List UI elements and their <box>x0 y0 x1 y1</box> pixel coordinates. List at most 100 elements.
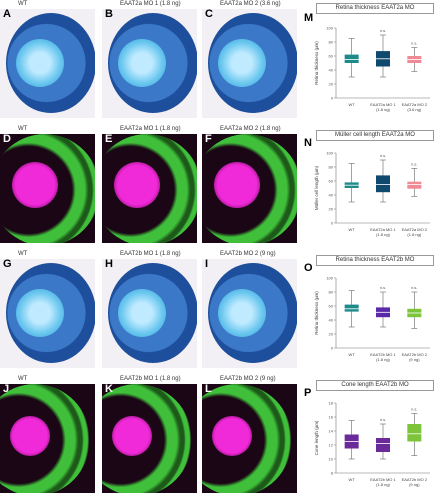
y-tick-label: 14 <box>329 429 334 434</box>
micrograph-image <box>102 9 197 118</box>
significance-label: n.s. <box>411 41 417 46</box>
y-tick-label: 40 <box>329 193 334 198</box>
significance-label: n.s. <box>380 285 386 290</box>
panel-letter: M <box>304 12 314 24</box>
x-tick-label: WT <box>349 352 356 357</box>
panel-letter: F <box>205 133 212 145</box>
y-tick-label: 0 <box>331 221 334 226</box>
y-axis-label: Retina thickness (µm) <box>314 41 319 85</box>
panel-letter: B <box>105 8 113 20</box>
y-axis-label: Retina thickness (µm) <box>314 291 319 335</box>
y-tick-label: 80 <box>329 165 334 170</box>
y-tick-label: 60 <box>329 304 334 309</box>
x-tick-label: EAAT2b MO 1 (1.8 ng) <box>370 352 396 362</box>
lens <box>118 39 166 87</box>
significance-label: n.s. <box>411 407 417 412</box>
panel-title: WT <box>18 251 28 257</box>
panel-letter: H <box>105 258 113 270</box>
micrograph-image <box>102 384 197 493</box>
box-0 <box>344 54 359 63</box>
panel-letter: A <box>3 8 11 20</box>
figure-panel-d: WT D <box>0 125 95 243</box>
y-axis-label: Müller cell length (µm) <box>314 165 319 210</box>
panel-title: EAAT2a MO 2 (3.6 ng) <box>220 1 281 7</box>
y-tick-label: 40 <box>329 318 334 323</box>
box-plot: 0 20 40 60 80 100 Retina thickness (µm) WT n.s. E… <box>314 26 430 112</box>
y-tick-label: 60 <box>329 179 334 184</box>
panel-letter: J <box>3 383 10 395</box>
box-plot: 8 10 12 14 16 18 Cone length (µm) WT n.s. EAAT2b … <box>314 401 430 487</box>
panel-letter: L <box>205 383 212 395</box>
box-plot: 0 20 40 60 80 100 Retina thickness (µm) WT n.s. E… <box>314 276 430 362</box>
x-tick-label: EAAT2a MO 2 (3.6 ng) <box>402 102 428 112</box>
box-2 <box>407 424 422 442</box>
micrograph-image <box>202 259 297 368</box>
lens-fluorescence <box>212 416 252 456</box>
chart-title: Retina thickness EAAT2a MO <box>316 3 434 14</box>
micrograph-image <box>102 134 197 243</box>
significance-label: n.s. <box>380 153 386 158</box>
figure-panel-i: EAAT2b MO 2 (9 ng) I <box>202 250 297 368</box>
box-2 <box>407 181 422 189</box>
micrograph-image <box>0 259 95 368</box>
figure-panel-c: EAAT2a MO 2 (3.6 ng) C <box>202 0 297 118</box>
x-tick-label: EAAT2a MO 1 (1.8 ng) <box>370 227 396 237</box>
panel-title: WT <box>18 126 28 132</box>
y-tick-label: 0 <box>331 346 334 351</box>
micrograph-image <box>102 259 197 368</box>
panel-letter: D <box>3 133 11 145</box>
lens-fluorescence <box>112 416 152 456</box>
panel-letter: I <box>205 258 209 270</box>
lens <box>118 289 166 337</box>
significance-label: n.s. <box>380 28 386 33</box>
lens <box>16 289 64 337</box>
y-tick-label: 80 <box>329 290 334 295</box>
y-tick-label: 100 <box>326 151 333 156</box>
y-tick-label: 12 <box>329 443 334 448</box>
panel-title: EAAT2a MO 2 (1.8 ng) <box>220 126 281 132</box>
micrograph-image <box>0 384 95 493</box>
x-tick-label: WT <box>349 102 356 107</box>
micrograph-image <box>202 9 297 118</box>
x-tick-label: EAAT2b MO 2 (9 ng) <box>402 352 428 362</box>
y-tick-label: 0 <box>331 96 334 101</box>
y-tick-label: 10 <box>329 457 334 462</box>
figure-panel-j: WT J <box>0 375 95 493</box>
lens-fluorescence <box>114 162 160 208</box>
panel-title: EAAT2a MO 1 (1.8 ng) <box>120 126 181 132</box>
panel-title: EAAT2b MO 2 (9 ng) <box>220 376 276 382</box>
panel-letter: P <box>304 387 312 399</box>
panel-letter: G <box>3 258 12 270</box>
panel-title: EAAT2b MO 1 (1.8 ng) <box>120 376 181 382</box>
significance-label: n.s. <box>411 285 417 290</box>
lens <box>16 39 64 87</box>
lens-fluorescence <box>214 162 260 208</box>
lens-fluorescence <box>12 162 58 208</box>
lens-fluorescence <box>10 416 50 456</box>
figure-panel-l: EAAT2b MO 2 (9 ng) L <box>202 375 297 493</box>
y-tick-label: 20 <box>329 82 334 87</box>
y-tick-label: 20 <box>329 207 334 212</box>
lens <box>218 289 266 337</box>
significance-label: n.s. <box>411 161 417 166</box>
panel-title: EAAT2a MO 1 (1.8 ng) <box>120 1 181 7</box>
x-tick-label: WT <box>349 477 356 482</box>
panel-title: WT <box>18 376 28 382</box>
lens <box>218 39 266 87</box>
panel-letter: C <box>205 8 213 20</box>
panel-title: EAAT2b MO 1 (1.8 ng) <box>120 251 181 257</box>
micrograph-image <box>0 9 95 118</box>
panel-letter: K <box>105 383 113 395</box>
micrograph-image <box>202 384 297 493</box>
figure-panel-k: EAAT2b MO 1 (1.8 ng) K <box>102 375 197 493</box>
chart-title: Retina thickness EAAT2b MO <box>316 255 434 266</box>
y-tick-label: 8 <box>331 471 334 476</box>
y-tick-label: 100 <box>326 276 333 281</box>
x-tick-label: EAAT2b MO 2 (9 ng) <box>402 477 428 487</box>
figure-panel-a: WT A <box>0 0 95 118</box>
panel-title: EAAT2b MO 2 (9 ng) <box>220 251 276 257</box>
figure-panel-g: WT G <box>0 250 95 368</box>
panel-letter: O <box>304 262 313 274</box>
panel-letter: N <box>304 137 312 149</box>
x-tick-label: EAAT2a MO 2 (1.8 ng) <box>402 227 428 237</box>
